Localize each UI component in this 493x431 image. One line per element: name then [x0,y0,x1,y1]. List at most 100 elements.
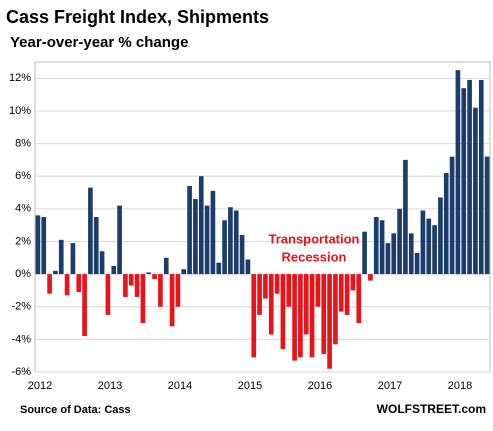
bar [298,274,303,358]
bar [216,262,222,275]
bar [105,274,111,315]
bar [187,186,192,275]
source: Source of Data: Cass [20,404,131,416]
bar [99,251,105,275]
x-tick-label: 2016 [308,380,332,392]
bar [478,79,484,275]
bar [123,274,128,297]
bar [263,274,268,299]
bar [292,274,297,361]
bar [309,274,315,358]
bar [338,274,344,312]
bar [449,156,455,275]
x-tick-label: 2017 [378,380,402,392]
y-tick-label: -6% [11,366,31,378]
bar [356,274,362,324]
bar [70,243,76,275]
bar [239,234,245,275]
bar [58,239,64,275]
bar [181,269,187,275]
bar [286,274,292,307]
bar [414,252,420,275]
bar [443,172,449,275]
x-tick-label: 2013 [98,380,122,392]
bar [228,207,233,275]
bar [408,233,414,275]
bar [274,274,280,294]
bar [268,274,274,335]
bar [362,231,367,275]
bar [175,274,181,307]
bar [467,79,472,275]
bar [438,197,443,275]
annotation: Transportation [268,231,359,246]
bar [280,274,286,350]
bar [193,199,198,275]
x-tick-label: 2014 [168,380,192,392]
bar [198,176,204,275]
bar [82,274,87,337]
chart-title: Cass Freight Index, Shipments [6,7,269,27]
bar [53,270,58,275]
bar [403,159,408,275]
bar [158,274,163,307]
bar [303,274,309,335]
bar [88,187,93,275]
y-tick-label: 10% [9,105,31,117]
y-tick-label: 8% [15,137,31,149]
bar [140,274,146,324]
x-tick-label: 2012 [28,380,52,392]
x-tick-label: 2018 [448,380,472,392]
bar [111,265,117,275]
bar [64,274,70,296]
bar [152,274,157,279]
y-tick-label: 12% [9,72,31,84]
y-tick-label: 4% [15,203,31,215]
bar [455,70,461,275]
bar [379,220,385,275]
bar [420,210,426,275]
bar [373,217,379,275]
bar [134,274,140,297]
bar [473,107,478,275]
bar [146,272,152,275]
y-tick-label: -4% [11,333,31,345]
bar [344,274,350,315]
bar [484,156,490,275]
bar [117,205,122,275]
bar [210,190,216,275]
bar [35,215,41,275]
bar [391,233,397,275]
bar [163,257,169,275]
bar [76,274,82,293]
bar [233,210,239,275]
y-tick-label: -2% [11,301,31,313]
bar [368,274,373,281]
y-tick-label: 6% [15,170,31,182]
bar [47,274,52,294]
bar [385,243,391,275]
bar [128,274,134,286]
y-tick-label: 0% [15,268,31,280]
bar [245,259,251,275]
bar [426,218,432,275]
credit: WOLFSTREET.com [377,402,486,416]
bar [333,274,338,345]
bar [315,274,321,307]
bar [251,274,257,358]
annotation: Recession [281,249,346,264]
bar [461,88,467,275]
bar [321,274,327,355]
bar [169,274,175,327]
bar [204,205,210,275]
bar [41,217,47,275]
bar [350,274,356,291]
chart-subtitle: Year-over-year % change [10,34,188,51]
bar [397,208,402,275]
bar [222,220,227,275]
y-tick-label: 2% [15,235,31,247]
bar [257,274,262,315]
bar [93,217,99,275]
